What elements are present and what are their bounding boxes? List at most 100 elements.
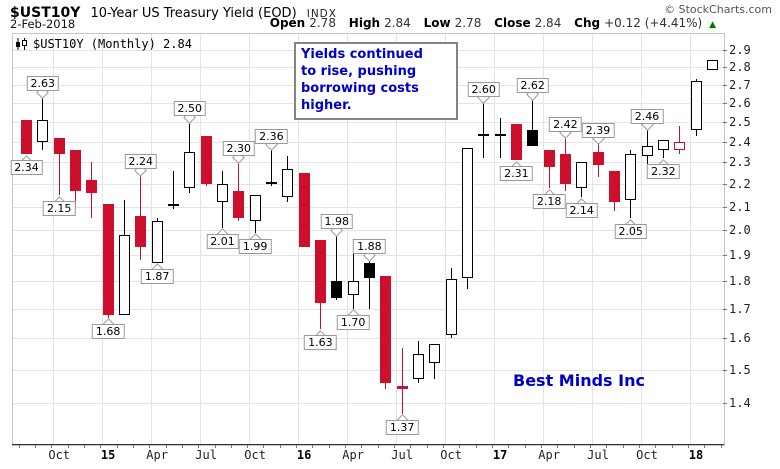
price-callout: 2.63 bbox=[26, 76, 60, 92]
candle bbox=[608, 170, 620, 202]
x-axis-tick bbox=[230, 445, 232, 448]
annotation-line: Yields continued bbox=[301, 47, 423, 62]
x-axis-tick bbox=[132, 445, 134, 448]
open-value: 2.78 bbox=[309, 16, 336, 30]
candle-wick bbox=[352, 247, 354, 309]
candle-wick bbox=[548, 149, 550, 189]
y-tick-label: 2.4 bbox=[729, 134, 751, 149]
candle bbox=[298, 173, 310, 248]
grid-line-horizontal bbox=[13, 206, 723, 208]
grid-line-vertical bbox=[53, 34, 55, 444]
candle bbox=[674, 141, 686, 150]
annotation-line: borrowing costs bbox=[301, 81, 419, 96]
x-axis-tick bbox=[524, 445, 526, 448]
candle bbox=[706, 60, 718, 71]
x-axis-tick bbox=[149, 445, 151, 448]
candle bbox=[363, 262, 375, 279]
grid-line-horizontal bbox=[13, 183, 723, 185]
x-tick-label: 17 bbox=[492, 448, 508, 462]
x-axis-tick bbox=[590, 445, 591, 448]
annotation-line: to rise, pushing bbox=[301, 64, 417, 79]
x-axis-tick bbox=[704, 445, 706, 448]
y-tick-label: 1.4 bbox=[729, 396, 751, 411]
price-callout: 1.70 bbox=[336, 314, 370, 330]
x-axis-tick bbox=[51, 445, 53, 448]
price-callout: 1.37 bbox=[385, 419, 419, 435]
price-callout: 2.31 bbox=[500, 166, 533, 182]
x-tick-label: Apr bbox=[342, 448, 364, 462]
x-axis-tick bbox=[247, 445, 249, 448]
y-axis-tick bbox=[723, 162, 727, 164]
y-axis-tick bbox=[723, 338, 727, 340]
x-axis-tick bbox=[296, 445, 298, 448]
grid-line-horizontal bbox=[13, 230, 723, 232]
price-callout: 2.42 bbox=[549, 116, 582, 132]
x-tick-label: Oct bbox=[48, 448, 71, 462]
watermark-text: Best Minds Inc bbox=[513, 371, 645, 390]
candle bbox=[429, 344, 441, 364]
y-axis-tick bbox=[723, 308, 727, 310]
x-axis-tick bbox=[34, 445, 36, 448]
candle-wick bbox=[679, 125, 681, 154]
grid-line-vertical bbox=[592, 34, 593, 444]
price-callout: 2.62 bbox=[516, 78, 549, 94]
candle bbox=[200, 135, 212, 184]
y-tick-label: 2.1 bbox=[729, 199, 751, 214]
y-tick-label: 1.8 bbox=[729, 274, 751, 289]
price-callout: 2.15 bbox=[42, 201, 76, 217]
candle bbox=[494, 133, 506, 136]
y-axis-tick bbox=[723, 122, 727, 123]
candle bbox=[102, 204, 114, 315]
candle-wick bbox=[270, 149, 272, 187]
x-axis-tick bbox=[394, 445, 396, 448]
candle bbox=[151, 220, 163, 263]
x-tick-label: Oct bbox=[244, 448, 266, 462]
price-callout: 1.99 bbox=[238, 238, 272, 254]
x-axis-tick bbox=[671, 445, 673, 448]
y-axis-tick bbox=[723, 183, 727, 185]
x-axis-tick bbox=[181, 445, 183, 448]
y-tick-label: 2.9 bbox=[729, 43, 751, 57]
candle bbox=[543, 149, 555, 167]
x-axis-tick bbox=[475, 445, 477, 448]
page-title: 10-Year US Treasury Yield (EOD) bbox=[90, 6, 297, 21]
annotation-line: higher. bbox=[301, 98, 352, 113]
candle bbox=[445, 278, 457, 336]
price-callout: 2.18 bbox=[532, 194, 566, 210]
chart-legend: $UST10Y (Monthly) 2.84 bbox=[15, 37, 192, 51]
x-tick-label: Apr bbox=[146, 448, 168, 462]
y-tick-label: 2.0 bbox=[729, 223, 751, 238]
price-callout: 2.60 bbox=[467, 81, 500, 97]
grid-line-vertical bbox=[543, 34, 545, 444]
candle bbox=[478, 133, 490, 136]
change-up-icon: ▲ bbox=[709, 20, 716, 30]
candle bbox=[184, 152, 196, 189]
grid-line-vertical bbox=[347, 34, 349, 444]
x-axis-tick bbox=[492, 445, 494, 448]
price-callout: 2.32 bbox=[647, 164, 680, 180]
candle bbox=[37, 120, 49, 142]
grid-line-horizontal bbox=[13, 403, 723, 405]
x-axis-tick bbox=[459, 445, 461, 448]
candle bbox=[527, 129, 539, 146]
annotation-note: Yields continued to rise, pushing borrow… bbox=[294, 42, 458, 120]
y-axis-tick bbox=[723, 281, 727, 283]
x-axis-tick bbox=[18, 445, 20, 448]
grid-line-horizontal bbox=[13, 308, 723, 310]
x-axis-tick bbox=[508, 445, 510, 448]
candle bbox=[625, 154, 637, 200]
candle-wick bbox=[173, 170, 174, 209]
candle bbox=[86, 179, 98, 193]
y-axis-tick bbox=[723, 255, 727, 256]
grid-line-horizontal bbox=[13, 141, 723, 143]
x-axis-tick bbox=[83, 445, 85, 448]
y-tick-label: 2.5 bbox=[729, 115, 751, 129]
candle bbox=[282, 168, 294, 198]
x-axis-tick bbox=[214, 445, 216, 448]
x-axis-tick bbox=[345, 445, 347, 448]
candle bbox=[70, 149, 81, 191]
candle-wick bbox=[368, 260, 370, 309]
y-tick-label: 1.5 bbox=[729, 362, 751, 377]
x-tick-label: Jul bbox=[391, 448, 413, 462]
